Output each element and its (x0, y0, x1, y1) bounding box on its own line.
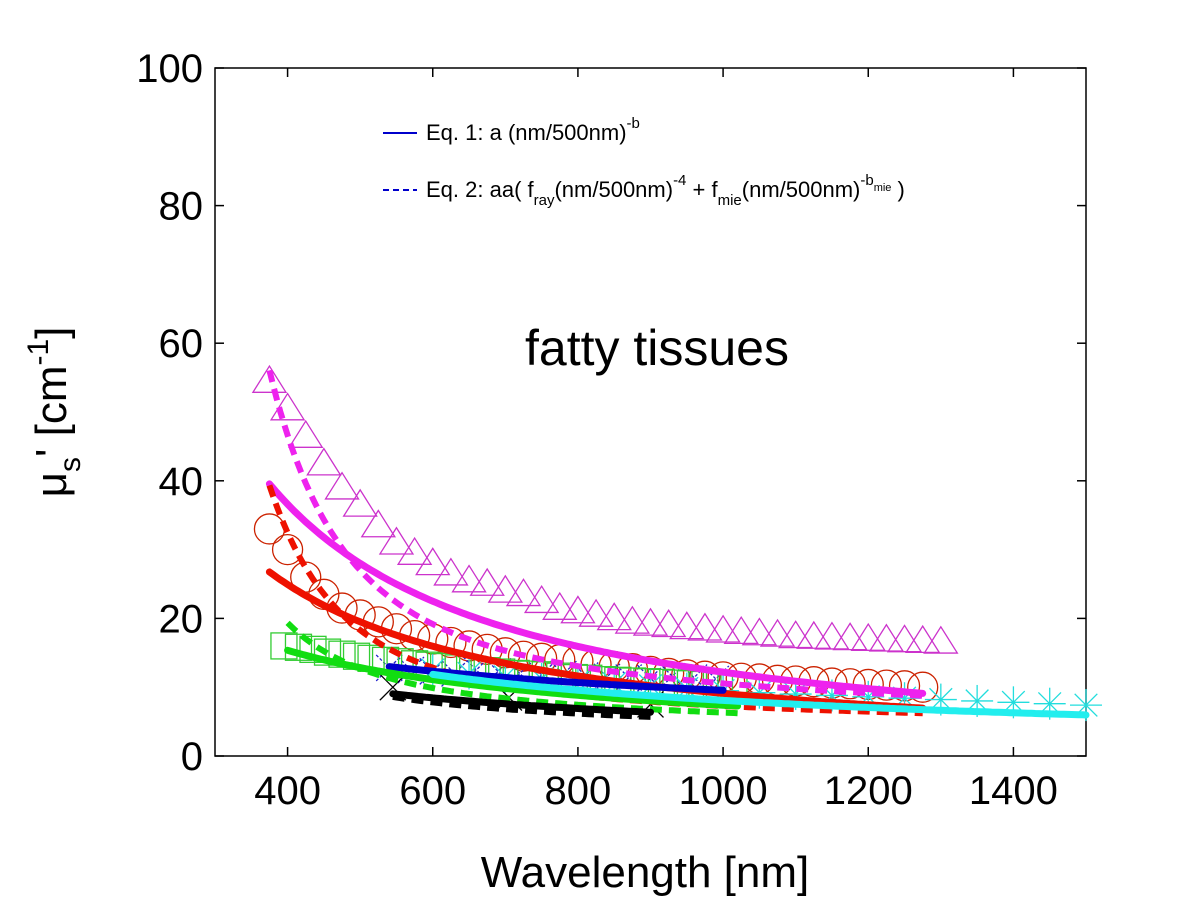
point-s0-7 (378, 526, 415, 555)
y-tick-label-3: 60 (159, 322, 204, 366)
fit-eq1-s2 (385, 663, 727, 694)
legend-1-part-1: -b (627, 115, 640, 132)
point-s0-37 (923, 625, 959, 654)
point-s0-16 (542, 591, 578, 620)
legend-2-part-4: + f (686, 177, 718, 202)
point-s1-36 (907, 671, 939, 703)
point-s0-13 (487, 574, 524, 603)
point-s0-8 (396, 536, 433, 565)
x-tick-label-3: 1000 (679, 769, 768, 813)
legend-2-part-1: ray (534, 192, 555, 209)
fit-eq2-s5 (392, 693, 651, 720)
point-s0-36 (905, 624, 941, 654)
legend-text-1: Eq. 1: a (nm/500nm)-b (426, 115, 640, 145)
point-s0-25 (705, 614, 741, 643)
annotation: fatty tissues (525, 320, 789, 376)
point-s0-9 (415, 547, 451, 576)
legend-2-part-5: mie (718, 192, 742, 209)
legend-2-part-6: (nm/500nm) (742, 177, 861, 202)
legend-2-part-8: mie (874, 182, 892, 194)
point-s1-34 (870, 669, 903, 701)
point-s0-27 (741, 617, 778, 646)
legend-2-part-0: Eq. 2: aa( f (426, 177, 535, 202)
fit-eq1-s4 (429, 670, 1090, 719)
fit-eq2-s0 (266, 369, 923, 699)
axis-ticks: 400 600 800 1000 1200 1400 0 20 40 60 80 100 (136, 47, 1086, 813)
y-tick-label-1: 20 (159, 597, 204, 641)
point-s0-22 (650, 609, 687, 638)
legend-text-2: Eq. 2: aa( fray(nm/500nm)-4 + fmie(nm/50… (426, 172, 905, 209)
point-s3-1 (284, 633, 313, 661)
x-axis-label: Wavelength [nm] (481, 848, 810, 897)
y-label-sup: -1 (22, 339, 55, 366)
point-s0-26 (723, 615, 759, 645)
point-s0-10 (433, 557, 469, 586)
point-s0-5 (342, 488, 378, 517)
point-s0-14 (505, 578, 542, 607)
point-s0-33 (850, 622, 886, 651)
point-s0-18 (578, 598, 614, 627)
point-s0-23 (669, 611, 705, 640)
legend-2-part-9: ) (891, 177, 904, 202)
point-s0-28 (759, 618, 796, 647)
x-tick-label-5: 1400 (969, 769, 1058, 813)
point-s3-3 (313, 638, 342, 666)
legend-2-part-7: -b (860, 172, 873, 189)
y-tick-label-2: 40 (159, 460, 204, 504)
point-s0-35 (886, 624, 923, 653)
point-s0-32 (832, 622, 868, 651)
y-axis-label: μs' [cm-1] (22, 327, 87, 498)
point-s0-29 (777, 620, 814, 649)
point-s0-0 (251, 364, 288, 393)
point-s0-12 (469, 567, 505, 596)
y-label-close: ] (27, 327, 76, 339)
point-s0-24 (687, 612, 723, 641)
point-s1-1 (271, 533, 304, 566)
point-s0-20 (614, 605, 651, 634)
fit-eq1-s0 (265, 480, 927, 697)
point-s0-21 (632, 607, 669, 636)
y-tick-label-5: 100 (136, 47, 203, 91)
point-s0-4 (324, 471, 360, 500)
y-label-main: ' [cm (27, 366, 76, 458)
point-s0-6 (360, 509, 396, 538)
x-tick-label-1: 600 (399, 769, 466, 813)
legend-2-part-3: -4 (673, 172, 686, 189)
y-label-mu: μ (27, 472, 76, 497)
point-s3-0 (270, 632, 298, 660)
point-s0-34 (868, 623, 905, 652)
y-label-sub: s (54, 457, 87, 472)
x-tick-label-4: 1200 (824, 769, 913, 813)
point-s0-30 (796, 620, 832, 649)
legend: Eq. 1: a (nm/500nm)-bEq. 2: aa( fray(nm/… (383, 115, 905, 209)
fit-eq1-s3 (284, 646, 742, 710)
fit-curves (265, 369, 1090, 720)
point-s0-1 (269, 392, 306, 421)
plot-frame (214, 67, 1087, 757)
point-s0-3 (306, 447, 342, 476)
point-s0-31 (814, 621, 850, 650)
point-s0-2 (288, 419, 324, 448)
point-s0-19 (596, 602, 632, 631)
fit-eq1-s1 (265, 568, 927, 712)
point-s0-11 (451, 564, 487, 593)
point-s0-17 (560, 595, 596, 624)
point-s0-15 (523, 584, 560, 614)
legend-1-part-0: Eq. 1: a (nm/500nm) (426, 120, 627, 145)
legend-2-part-2: (nm/500nm) (554, 177, 673, 202)
x-tick-label-2: 800 (545, 769, 612, 813)
y-tick-label-0: 0 (181, 735, 203, 779)
x-tick-label-0: 400 (254, 769, 321, 813)
fit-eq1-s5 (389, 690, 654, 716)
point-s1-10 (435, 626, 467, 659)
y-tick-label-4: 80 (159, 185, 204, 229)
